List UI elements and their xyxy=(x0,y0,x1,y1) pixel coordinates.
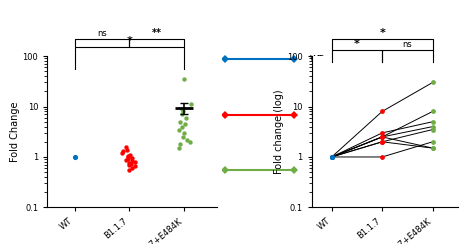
Text: ns: ns xyxy=(403,40,412,49)
Point xyxy=(328,155,336,159)
Text: B1.1.7+E484K: B1.1.7+E484K xyxy=(310,166,375,175)
Point xyxy=(178,107,185,111)
Point xyxy=(175,146,183,150)
Point xyxy=(178,125,186,129)
Point xyxy=(429,146,437,150)
Point xyxy=(379,155,386,159)
Point xyxy=(181,131,188,135)
Point xyxy=(124,155,131,159)
Point xyxy=(178,112,185,116)
Point xyxy=(429,125,437,129)
Point xyxy=(328,155,336,159)
Point xyxy=(122,158,130,162)
Point xyxy=(124,154,131,158)
Point xyxy=(125,168,133,172)
Point xyxy=(124,157,131,161)
Point xyxy=(125,163,132,167)
Point xyxy=(125,161,132,165)
Text: *: * xyxy=(379,28,385,38)
Y-axis label: Fold Change: Fold Change xyxy=(9,102,20,162)
Point xyxy=(132,164,139,168)
Point xyxy=(328,155,336,159)
Point xyxy=(182,116,189,120)
Point xyxy=(379,135,386,139)
Point xyxy=(379,110,386,113)
Point xyxy=(328,155,336,159)
Point xyxy=(72,155,79,159)
Point xyxy=(379,140,386,144)
Point xyxy=(186,140,194,144)
Point xyxy=(379,131,386,135)
Point xyxy=(429,140,437,144)
Point xyxy=(429,120,437,124)
Point xyxy=(175,128,183,132)
Point xyxy=(128,159,136,163)
Point xyxy=(328,155,336,159)
Point xyxy=(126,153,134,157)
Point xyxy=(118,151,126,155)
Point xyxy=(177,142,184,146)
Point xyxy=(181,122,188,126)
Point xyxy=(429,128,437,132)
Point xyxy=(429,81,437,84)
Point xyxy=(379,135,386,139)
Point xyxy=(127,162,135,166)
Point xyxy=(179,110,187,113)
Point xyxy=(429,146,437,150)
Text: *: * xyxy=(126,36,132,46)
Point xyxy=(328,155,336,159)
Point xyxy=(379,140,386,144)
Point xyxy=(379,135,386,139)
Point xyxy=(124,148,131,152)
Text: *: * xyxy=(354,39,360,49)
Y-axis label: Fold change (log): Fold change (log) xyxy=(274,90,284,174)
Point xyxy=(180,77,188,81)
Point xyxy=(122,145,129,149)
Point xyxy=(128,156,135,160)
Point xyxy=(328,155,336,159)
Point xyxy=(132,160,139,164)
Point xyxy=(119,149,126,153)
Point xyxy=(184,138,191,142)
Text: ns: ns xyxy=(97,29,107,38)
Text: B1.1.7: B1.1.7 xyxy=(310,110,339,119)
Point xyxy=(128,166,135,170)
Text: WT: WT xyxy=(310,55,324,64)
Point xyxy=(187,102,195,106)
Point xyxy=(176,120,184,124)
Point xyxy=(179,135,187,139)
Point xyxy=(429,110,437,113)
Text: **: ** xyxy=(152,28,162,38)
Point xyxy=(328,155,336,159)
